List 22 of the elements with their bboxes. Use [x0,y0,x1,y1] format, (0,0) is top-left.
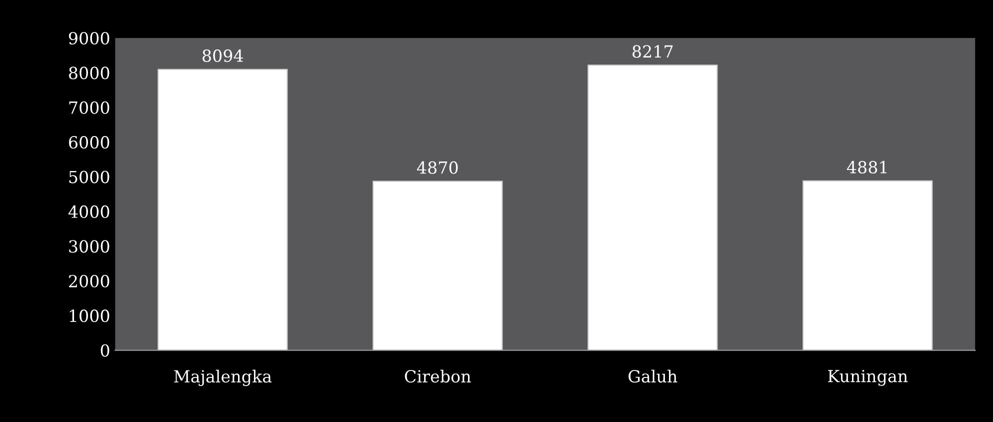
bar [158,68,288,350]
data-label: 8217 [632,45,673,58]
x-tick-label: Galuh [628,370,678,383]
y-tick-label: 3000 [69,240,110,253]
y-tick-label: 2000 [69,274,110,288]
x-tick-label: Kuningan [828,370,908,386]
y-tick-label: 4000 [68,205,110,218]
bar [802,180,933,350]
y-tick-label: 0 [100,344,110,357]
y-tick-label: 8000 [69,66,110,80]
bar [588,64,718,350]
data-label: 4870 [416,161,458,174]
y-tick-label: 6000 [69,136,110,149]
data-label: 4881 [846,160,886,174]
bar [372,180,503,350]
data-label: 8094 [202,49,244,62]
y-tick-label: 7000 [69,101,110,114]
x-tick-label: Majalengka [174,370,272,386]
x-tick-label: Cirebon [404,370,471,383]
y-tick-label: 5000 [69,170,110,184]
y-tick-label: 9000 [68,32,110,45]
y-tick-label: 1000 [70,310,110,322]
